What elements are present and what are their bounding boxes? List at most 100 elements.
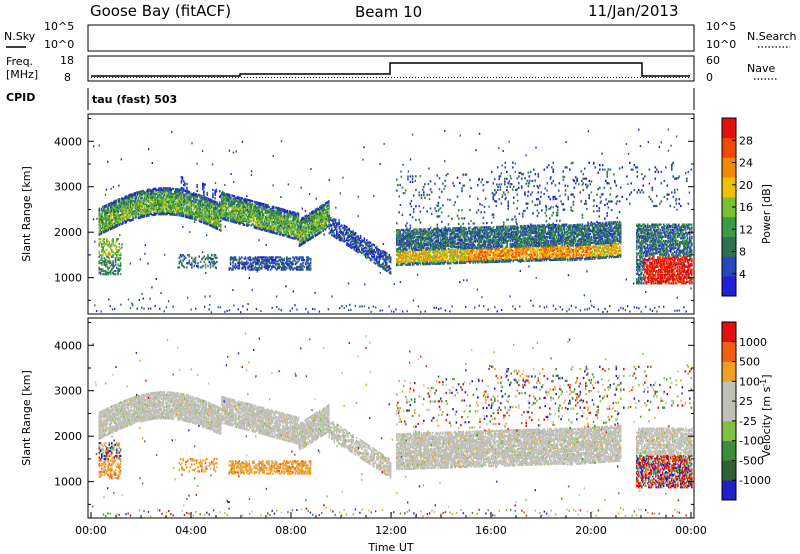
data-cell xyxy=(118,207,121,210)
data-cell xyxy=(150,207,152,210)
data-cell xyxy=(139,207,141,210)
data-cell xyxy=(160,207,162,210)
data-cell xyxy=(157,191,159,194)
data-cell xyxy=(148,209,150,212)
data-cell xyxy=(121,210,123,213)
station-title: Goose Bay (fitACF) xyxy=(90,2,231,20)
data-cell xyxy=(118,219,121,222)
data-cell xyxy=(286,209,288,212)
data-cell xyxy=(101,206,104,209)
data-cell xyxy=(175,196,177,199)
data-cell xyxy=(406,247,408,250)
data-cell xyxy=(188,197,191,200)
data-cell xyxy=(155,210,158,213)
data-cell xyxy=(164,199,167,202)
data-cell xyxy=(173,212,176,215)
data-cell xyxy=(470,187,472,190)
data-cell xyxy=(437,201,440,204)
data-cell xyxy=(110,219,113,222)
data-cell xyxy=(159,209,161,212)
data-cell xyxy=(397,184,399,187)
data-cell xyxy=(168,192,170,195)
data-cell xyxy=(187,190,189,193)
data-cell xyxy=(186,182,188,186)
data-cell xyxy=(177,189,179,192)
data-cell xyxy=(100,231,103,234)
data-cell xyxy=(117,201,120,204)
data-cell xyxy=(125,197,128,201)
data-cell xyxy=(200,220,203,224)
data-cell xyxy=(409,180,412,183)
data-cell xyxy=(429,226,432,229)
data-cell xyxy=(160,196,162,199)
data-cell xyxy=(128,215,131,218)
data-cell xyxy=(181,201,184,204)
data-cell xyxy=(172,208,175,211)
data-cell xyxy=(189,207,192,210)
data-cell xyxy=(157,198,159,201)
data-cell xyxy=(112,209,114,212)
data-cell xyxy=(151,189,153,192)
data-cell xyxy=(184,197,186,200)
data-cell xyxy=(110,213,113,217)
data-cell xyxy=(98,214,101,217)
data-cell xyxy=(162,202,165,205)
data-cell xyxy=(130,201,132,204)
data-cell xyxy=(204,183,206,186)
freq-panel: Freq. [MHz] 18 8 60 0 Nave xyxy=(6,54,778,84)
data-cell xyxy=(100,225,103,228)
data-cell xyxy=(187,191,189,195)
data-cell xyxy=(172,205,175,208)
data-cell xyxy=(159,194,161,197)
data-cell xyxy=(185,211,187,214)
data-cell xyxy=(172,213,175,216)
data-cell xyxy=(98,224,101,227)
data-cell xyxy=(105,204,107,207)
data-cell xyxy=(131,204,133,207)
data-cell xyxy=(182,194,185,197)
data-cell xyxy=(328,204,330,207)
data-cell xyxy=(188,207,191,210)
data-cell xyxy=(131,193,133,196)
data-cell xyxy=(113,222,115,225)
noise-sky-label: N.Sky xyxy=(4,30,36,43)
data-cell xyxy=(461,209,463,212)
data-cell xyxy=(196,189,198,192)
data-cell xyxy=(171,199,174,202)
data-cell xyxy=(173,190,176,193)
data-cell xyxy=(124,207,126,211)
data-cell xyxy=(163,192,166,195)
data-cell xyxy=(195,201,197,204)
data-cell xyxy=(108,223,111,226)
data-cell xyxy=(185,213,187,216)
data-cell xyxy=(180,199,183,202)
data-cell xyxy=(140,199,142,203)
data-cell xyxy=(389,270,392,273)
data-cell xyxy=(373,244,376,247)
data-cell xyxy=(146,205,149,208)
data-cell xyxy=(339,234,342,237)
data-cell xyxy=(184,195,186,198)
data-cell xyxy=(135,208,138,211)
data-cell xyxy=(162,207,165,210)
data-cell xyxy=(160,211,162,214)
data-cell xyxy=(127,203,130,207)
data-cell xyxy=(137,215,140,218)
data-cell xyxy=(341,224,343,227)
data-cell xyxy=(194,195,196,198)
data-cell xyxy=(141,206,143,209)
data-cell xyxy=(180,212,183,215)
data-cell xyxy=(186,202,188,205)
data-cell xyxy=(100,221,103,224)
data-cell xyxy=(190,217,193,220)
data-cell xyxy=(187,198,189,201)
data-cell xyxy=(105,222,107,225)
data-cell xyxy=(145,190,148,193)
data-cell xyxy=(185,198,187,201)
data-cell xyxy=(194,204,196,207)
data-cell xyxy=(175,193,177,196)
data-cell xyxy=(122,199,124,202)
data-cell xyxy=(171,203,174,207)
data-cell xyxy=(105,228,107,232)
data-cell xyxy=(172,212,175,215)
